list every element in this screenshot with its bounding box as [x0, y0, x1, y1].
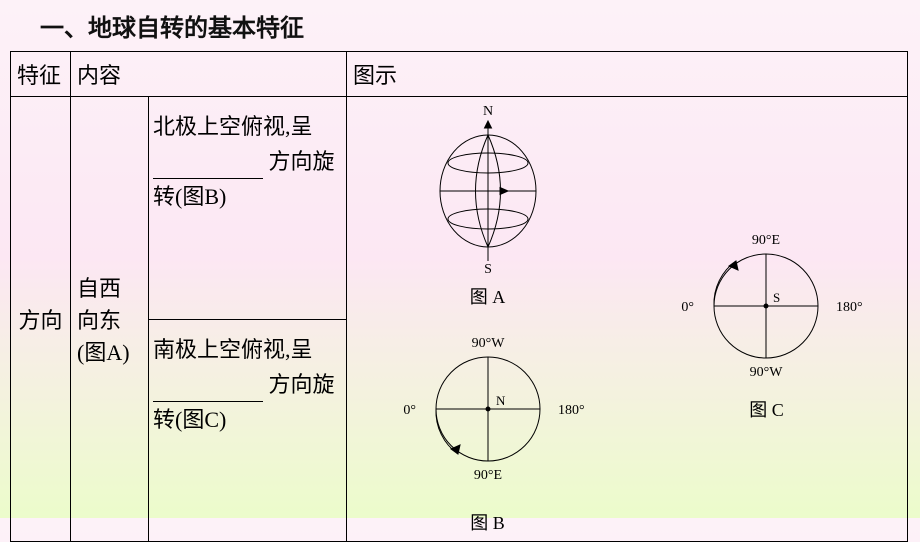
label-b-right: 180°	[558, 403, 585, 418]
col-header-content: 内容	[71, 52, 347, 97]
diagram-a: N S	[413, 103, 563, 273]
diagram-c: 90°E 180° 90°W 0° S	[661, 216, 871, 396]
section-title: 一、地球自转的基本特征	[0, 0, 920, 51]
col-header-diagram: 图示	[347, 52, 908, 97]
label-b-top: 90°W	[471, 336, 505, 351]
blank-north	[153, 149, 263, 180]
blank-south	[153, 371, 263, 402]
label-c-right: 180°	[836, 300, 863, 315]
cell-feature: 方向	[11, 97, 71, 542]
caption-b: 图 B	[470, 509, 505, 535]
label-c-center: S	[773, 290, 780, 305]
label-b-center: N	[496, 393, 506, 408]
caption-a: 图 A	[470, 283, 506, 309]
label-a-n: N	[482, 104, 492, 119]
cell-direction: 自西向东(图A)	[71, 97, 149, 542]
label-b-left: 0°	[403, 403, 416, 418]
cell-south-desc: 南极上空俯视,呈 方向旋转(图C)	[149, 319, 347, 542]
content-table: 特征 内容 图示 方向 自西向东(图A) 北极上空俯视,呈 方向旋转(图B)	[10, 51, 908, 542]
label-c-bottom: 90°W	[750, 365, 784, 380]
label-c-left: 0°	[682, 300, 695, 315]
label-b-bottom: 90°E	[473, 468, 501, 483]
cell-diagrams: N S 图 A	[347, 97, 908, 542]
label-a-s: S	[484, 262, 492, 273]
cell-north-desc: 北极上空俯视,呈 方向旋转(图B)	[149, 97, 347, 320]
col-header-feature: 特征	[11, 52, 71, 97]
label-c-top: 90°E	[752, 233, 780, 248]
north-desc-text-1: 北极上空俯视,呈	[153, 114, 313, 139]
south-desc-text-1: 南极上空俯视,呈	[153, 337, 313, 362]
caption-c: 图 C	[749, 396, 784, 422]
diagram-b: 90°W 180° 90°E 0° N	[383, 319, 593, 499]
